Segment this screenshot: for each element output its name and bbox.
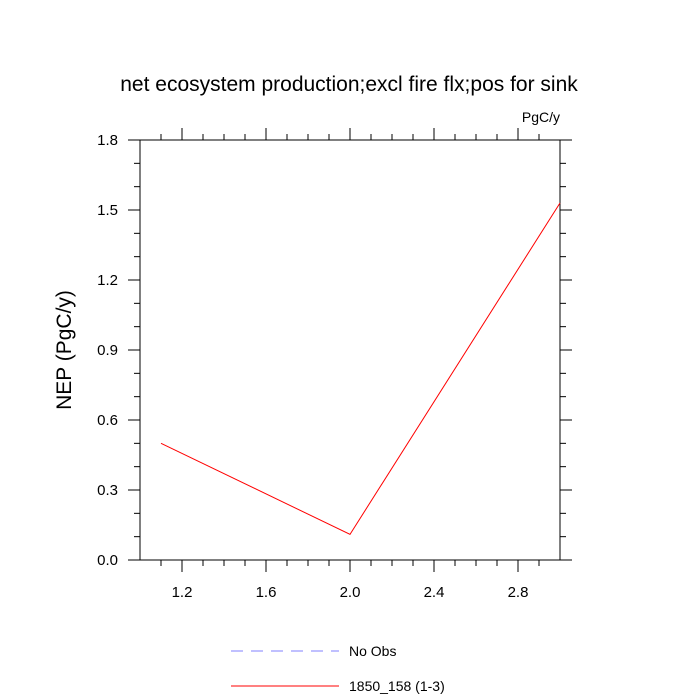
- x-tick-label: 1.6: [256, 584, 277, 601]
- x-tick-label: 1.2: [172, 584, 193, 601]
- y-tick-label: 0.3: [97, 482, 118, 499]
- series-line: [160, 202, 561, 535]
- y-tick-label: 1.2: [97, 272, 118, 289]
- units-label: PgC/y: [522, 109, 560, 125]
- y-tick-label: 0.9: [97, 342, 118, 359]
- legend-label: No Obs: [349, 643, 396, 659]
- chart-title: net ecosystem production;excl fire flx;p…: [120, 73, 578, 96]
- y-tick-label: 1.8: [97, 132, 118, 149]
- x-tick-label: 2.8: [508, 584, 529, 601]
- legend: No Obs 1850_158 (1-3): [231, 643, 445, 694]
- y-axis-label: NEP (PgC/y): [53, 290, 76, 410]
- x-tick-label: 2.0: [340, 584, 361, 601]
- y-tick-label: 0.6: [97, 412, 118, 429]
- legend-label: 1850_158 (1-3): [349, 678, 445, 694]
- series-layer: [160, 202, 561, 535]
- plot-frame: [139, 139, 561, 561]
- y-tick-label: 0.0: [97, 552, 118, 569]
- x-tick-label: 2.4: [424, 584, 445, 601]
- axis-ticks: [128, 128, 572, 572]
- y-tick-label: 1.5: [97, 202, 118, 219]
- tick-labels: 1.2 1.6 2.0 2.4 2.8 0.0 0.3 0.6 0.9 1.2 1.5 1.8: [97, 132, 528, 601]
